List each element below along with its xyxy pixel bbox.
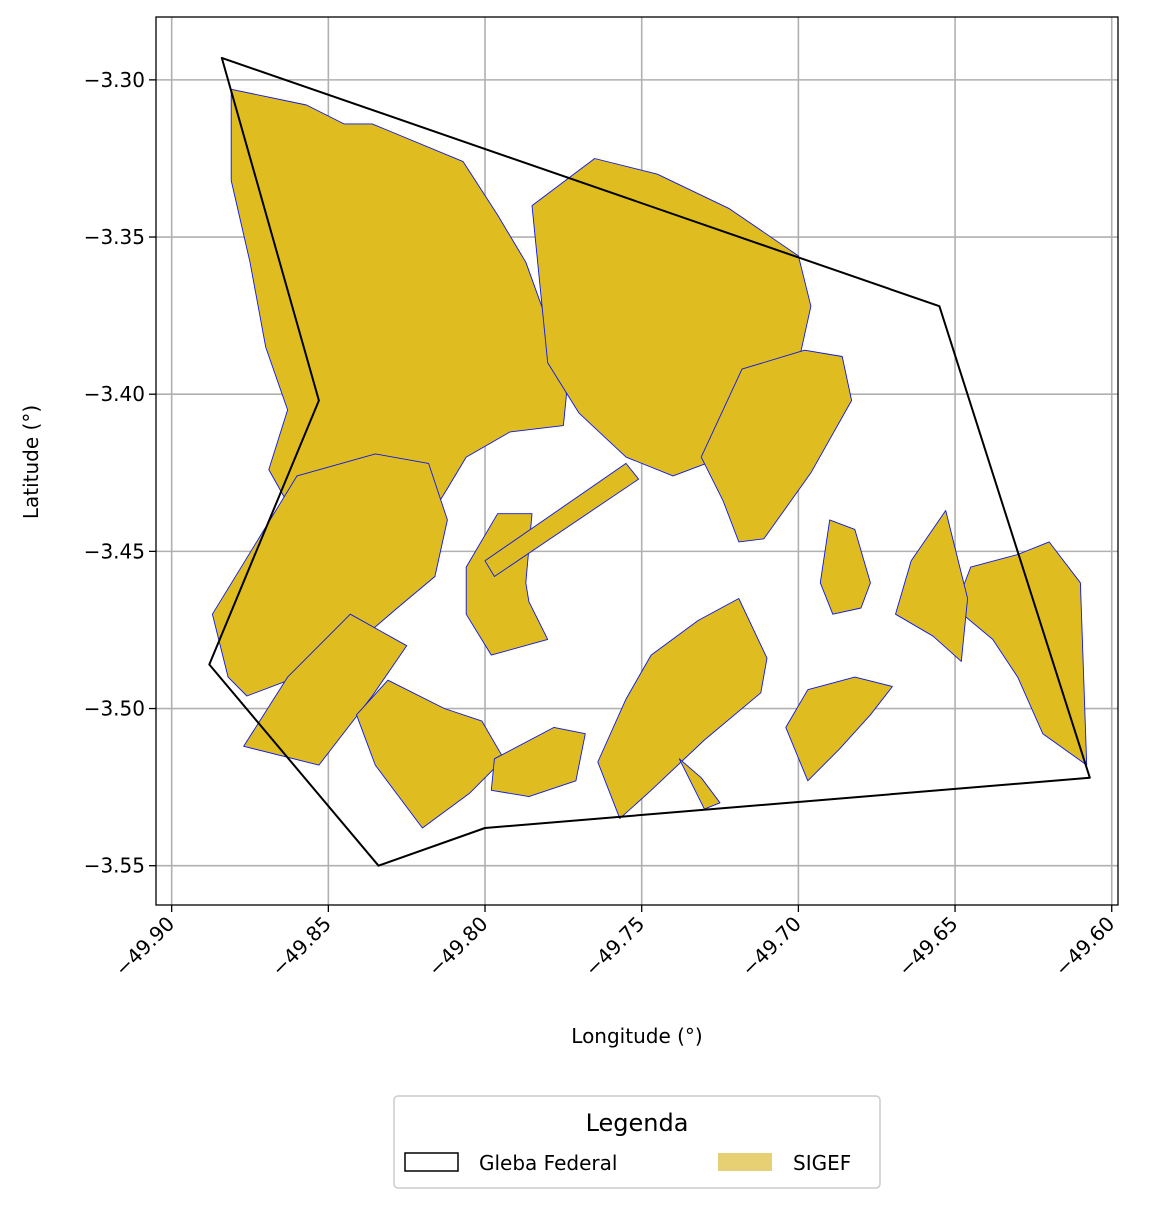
sigef-parcel-10 (356, 679, 505, 829)
y-tick-label-0: −3.30 (84, 68, 145, 92)
legend-title: Legenda (586, 1109, 689, 1137)
y-tick-label-2: −3.40 (84, 382, 145, 406)
sigef-parcel-13 (785, 676, 893, 782)
sigef-parcel-14 (678, 758, 721, 810)
sigef-parcel-8 (954, 541, 1088, 766)
y-axis-ticks: −3.30 −3.35 −3.40 −3.45 −3.50 −3.55 (84, 68, 156, 878)
x-tick-label-3: −49.75 (580, 912, 649, 981)
legend-gleba-label: Gleba Federal (479, 1151, 617, 1175)
sigef-parcel-12 (597, 598, 768, 820)
gleba-federal-outline (208, 56, 1091, 867)
legend-sigef-swatch (718, 1153, 772, 1171)
x-tick-label-6: −49.60 (1050, 912, 1119, 981)
sigef-parcel-4 (243, 613, 408, 766)
legend-sigef-label: SIGEF (793, 1151, 851, 1175)
x-tick-label-5: −49.65 (893, 912, 962, 981)
sigef-parcel-9 (895, 510, 969, 662)
x-axis-title: Longitude (°) (571, 1024, 702, 1048)
y-tick-label-1: −3.35 (84, 225, 145, 249)
legend: Legenda Gleba Federal SIGEF (393, 1095, 881, 1189)
sigef-parcel-6 (484, 462, 640, 577)
legend-gleba-swatch (404, 1152, 459, 1172)
y-tick-label-3: −3.45 (84, 539, 145, 563)
x-tick-label-1: −49.85 (267, 912, 336, 981)
gleba-federal-boundary (208, 56, 1091, 867)
plot-frame (155, 16, 1119, 906)
y-tick-label-5: −3.55 (84, 854, 145, 878)
sigef-parcel-3 (211, 453, 448, 697)
sigef-parcel-2 (700, 349, 853, 543)
x-tick-label-2: −49.80 (423, 912, 492, 981)
y-tick-label-4: −3.50 (84, 697, 145, 721)
sigef-parcel-0 (230, 88, 567, 568)
y-axis-title: Latitude (°) (19, 405, 43, 519)
sigef-parcel-11 (490, 726, 586, 798)
x-axis-ticks: −49.90 −49.85 −49.80 −49.75 −49.70 −49.65 −49.… (110, 905, 1119, 981)
sigef-parcel-7 (819, 519, 871, 615)
x-tick-label-4: −49.70 (737, 912, 806, 981)
x-tick-label-0: −49.90 (110, 912, 179, 981)
